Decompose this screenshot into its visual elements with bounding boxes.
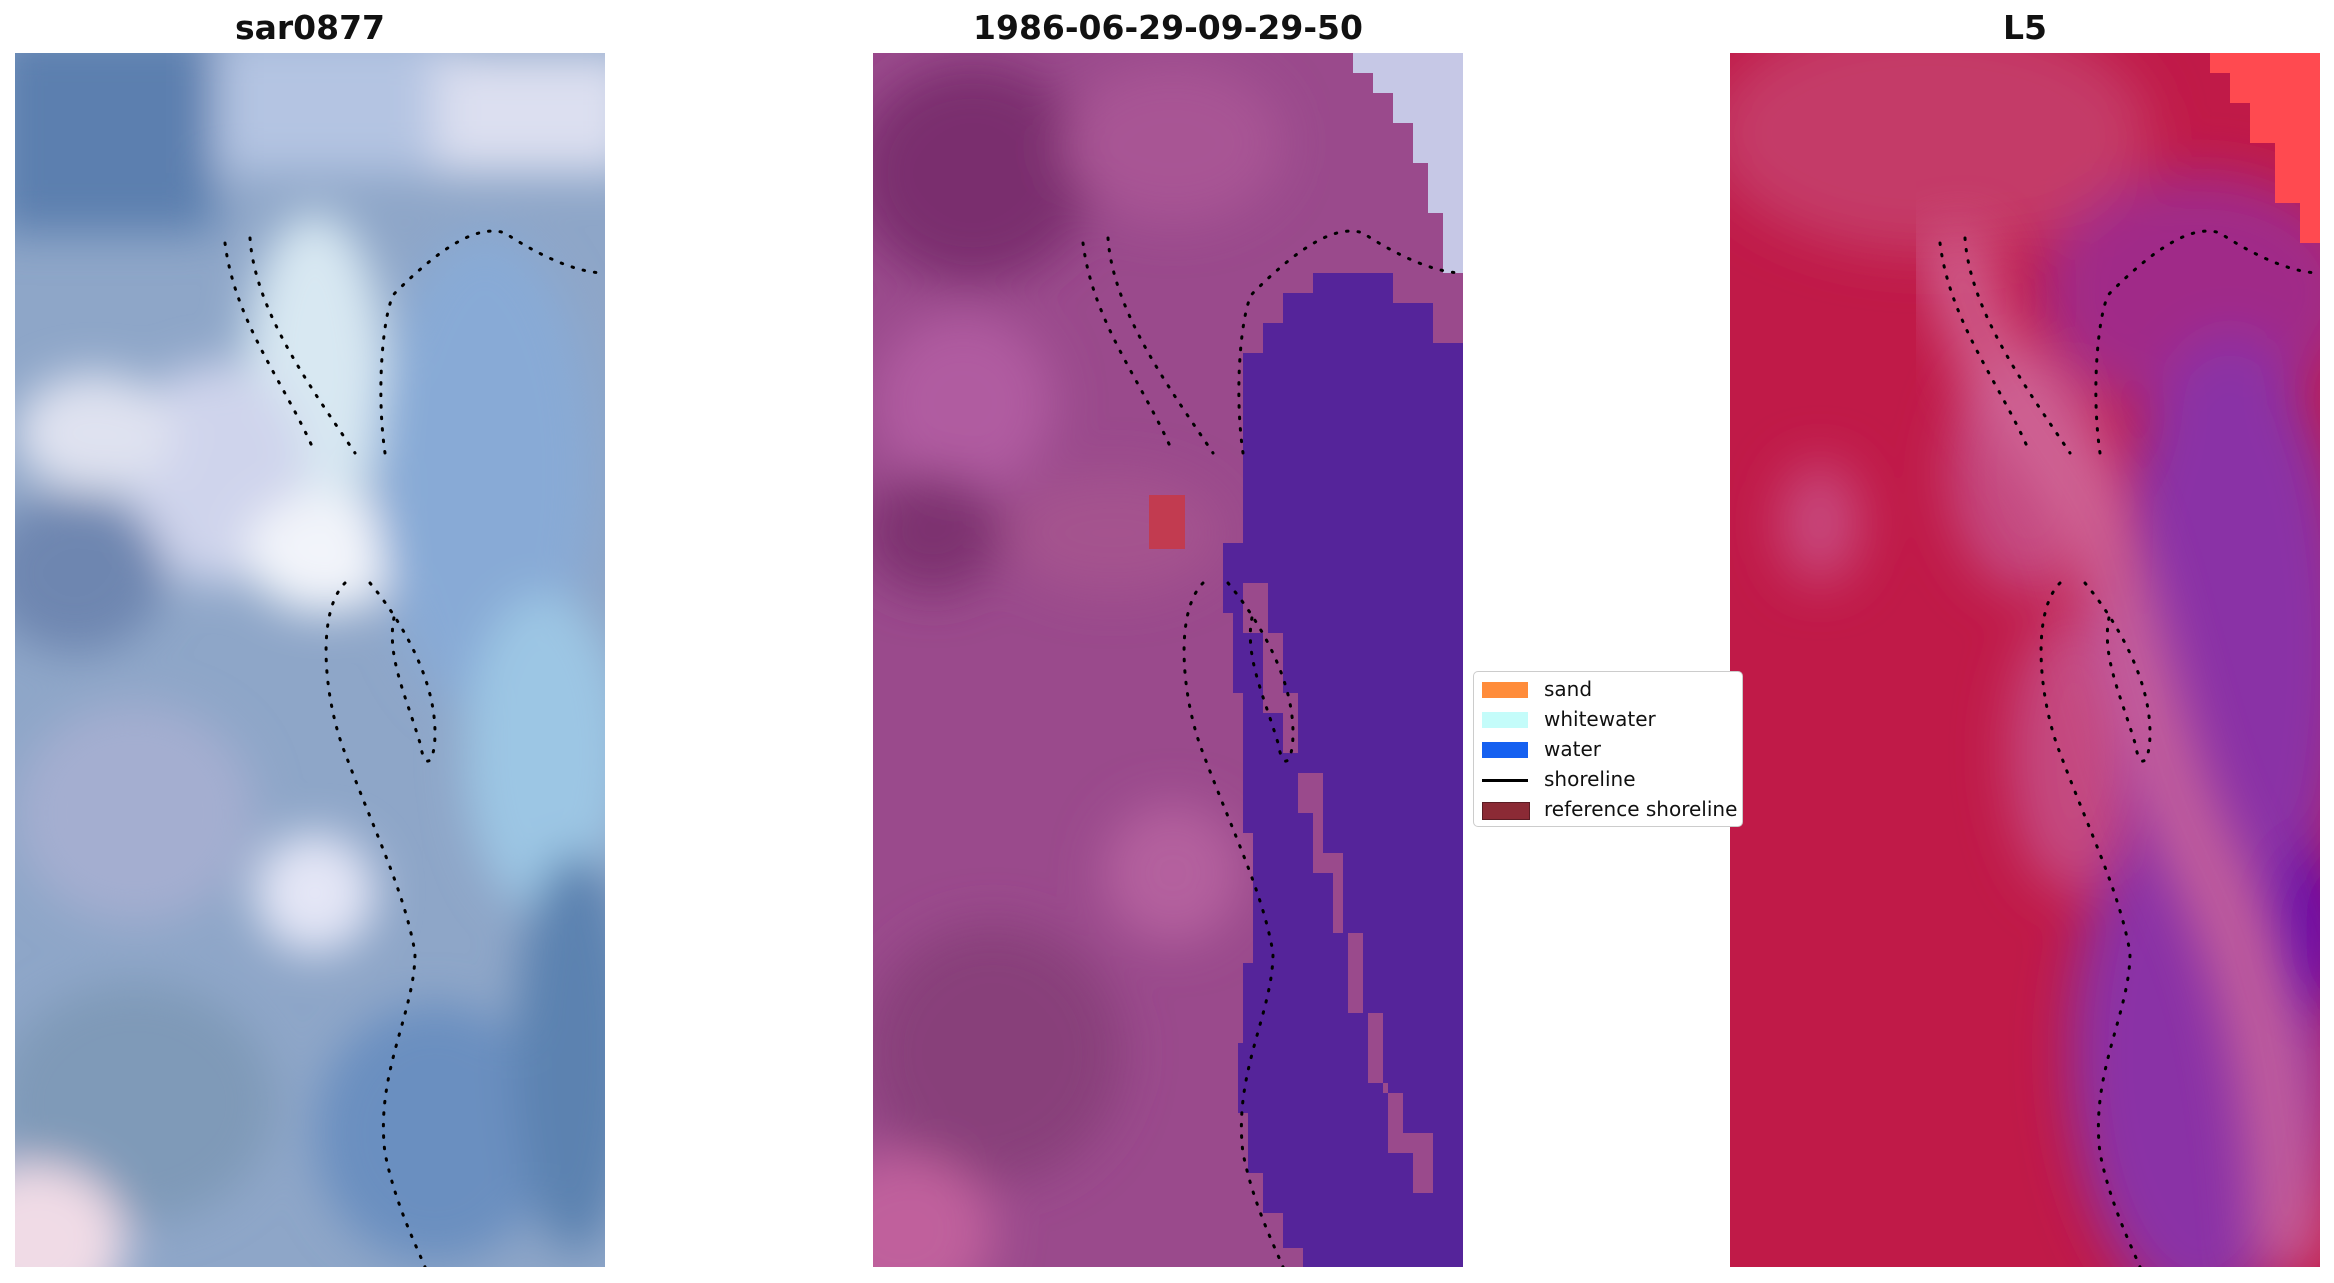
rgb-image-panel [15, 53, 605, 1267]
panel-title-index: L5 [2003, 8, 2047, 47]
legend-label-reference-shoreline: reference shoreline [1544, 797, 1738, 821]
legend-item-whitewater: whitewater [1478, 704, 1742, 734]
panel-title-rgb: sar0877 [234, 8, 386, 47]
land-spit [1243, 583, 1433, 1193]
legend-item-shoreline: shoreline [1478, 764, 1742, 794]
legend-item-water: water [1478, 734, 1742, 764]
shoreline-overlay [223, 229, 605, 1267]
legend-label-whitewater: whitewater [1544, 707, 1656, 731]
legend: sand whitewater water shoreline referenc… [1473, 671, 1743, 827]
water-region [1223, 273, 1463, 1267]
legend-label-sand: sand [1544, 677, 1593, 701]
reference-shoreline-patch [1149, 495, 1185, 549]
water-swatch [1482, 742, 1528, 758]
reference-shoreline-swatch [1482, 802, 1530, 820]
whitewater-swatch [1482, 712, 1528, 728]
legend-item-sand: sand [1478, 674, 1742, 704]
panel-title-classified: 1986-06-29-09-29-50 [973, 8, 1363, 47]
whitewater-region [1353, 53, 1463, 273]
legend-label-shoreline: shoreline [1544, 767, 1636, 791]
index-image-panel [1730, 53, 2320, 1267]
legend-item-reference-shoreline: reference shoreline [1478, 794, 1742, 824]
classified-image [873, 53, 1463, 1267]
shoreline-overlay [1081, 229, 1463, 1267]
sand-swatch [1482, 682, 1528, 698]
classified-image-panel [873, 53, 1463, 1267]
shoreline-line-swatch [1482, 779, 1528, 782]
index-image [1730, 53, 2320, 1267]
rgb-satellite-image [15, 53, 605, 1267]
bright-corner-region [2210, 53, 2320, 243]
legend-label-water: water [1544, 737, 1601, 761]
shoreline-overlay [1938, 229, 2320, 1267]
